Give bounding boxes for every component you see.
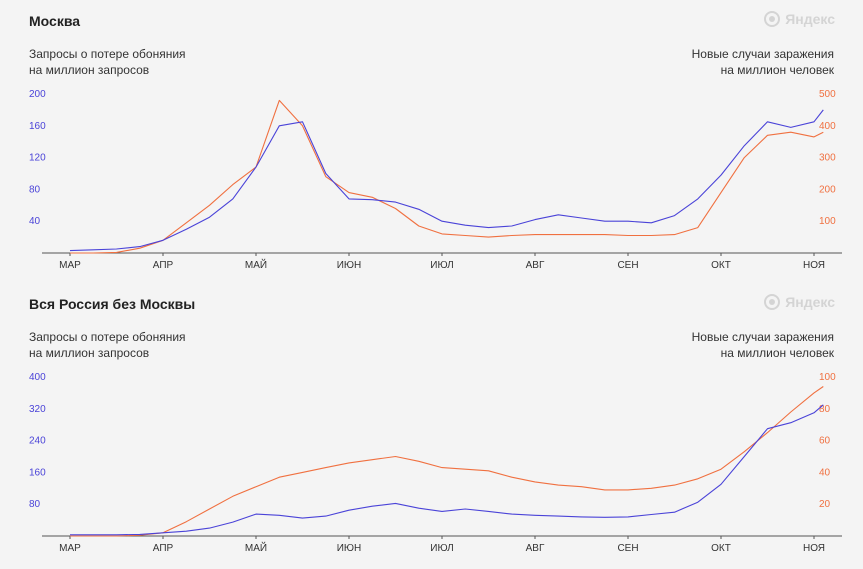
y-tick-label-right: 200	[819, 184, 836, 195]
y-tick-label-right: 400	[819, 121, 836, 132]
y-tick-label-left: 240	[29, 436, 46, 447]
y-tick-label-left: 320	[29, 404, 46, 415]
series-line-searches	[69, 109, 824, 252]
x-tick-label: СЕН	[617, 260, 638, 271]
y-tick-label-right: 80	[819, 404, 831, 415]
x-tick-label: ИЮЛ	[430, 543, 453, 554]
y-tick-label-left: 200	[29, 89, 46, 100]
x-tick-label: СЕН	[617, 543, 638, 554]
yandex-logo: Яндекс	[764, 294, 835, 310]
chart-panel-moscow: Москва Яндекс Запросы о потере обоняния …	[0, 0, 863, 284]
x-tick-label: НОЯ	[803, 260, 825, 271]
line-chart: 40 80 120 160 200 100 200 300 400 500 МАР АПР МАЙ ИЮН…	[29, 89, 842, 271]
x-tick-label: АВГ	[526, 543, 545, 554]
y-tick-label-left: 160	[29, 467, 46, 478]
y-tick-label-right: 20	[819, 499, 831, 510]
line-chart: 80 160 240 320 400 20 40 60 80 100 МАР АПР МАЙ ИЮН ИЮЛ…	[29, 372, 842, 554]
chart-title: Москва	[29, 13, 81, 29]
y-tick-label-left: 80	[29, 499, 41, 510]
y-tick-label-left: 400	[29, 372, 46, 383]
y-tick-label-right: 60	[819, 436, 831, 447]
y-tick-label-right: 300	[819, 153, 836, 164]
x-tick-label: ИЮН	[337, 260, 362, 271]
x-tick-label: ОКТ	[711, 260, 731, 271]
series-line-cases	[70, 99, 824, 254]
x-tick-label: АВГ	[526, 260, 545, 271]
right-axis-label: Новые случаи заражения на миллион челове…	[691, 330, 834, 360]
right-axis-label: Новые случаи заражения на миллион челове…	[691, 47, 834, 77]
y-tick-label-right: 100	[819, 216, 836, 227]
yandex-logo-icon	[764, 11, 781, 27]
y-tick-label-left: 40	[29, 216, 41, 227]
x-tick-label: ИЮЛ	[430, 260, 453, 271]
x-tick-label: АПР	[153, 260, 174, 271]
x-tick-label: ОКТ	[711, 543, 731, 554]
x-tick-label: ИЮН	[337, 543, 362, 554]
chart-title: Вся Россия без Москвы	[29, 296, 196, 312]
x-tick-label: МАЙ	[245, 541, 267, 554]
x-tick-label: НОЯ	[803, 543, 825, 554]
x-tick-label: МАР	[59, 543, 81, 554]
y-tick-label-right: 100	[819, 372, 836, 383]
y-tick-label-right: 40	[819, 467, 831, 478]
yandex-logo-icon	[764, 294, 781, 310]
x-tick-label: МАР	[59, 260, 81, 271]
x-tick-label: АПР	[153, 543, 174, 554]
left-axis-label: Запросы о потере обоняния на миллион зап…	[29, 330, 186, 360]
yandex-logo: Яндекс	[764, 11, 835, 27]
y-tick-label-left: 80	[29, 184, 41, 195]
series-line-cases	[70, 386, 824, 537]
x-tick-label: МАЙ	[245, 258, 267, 271]
chart-panel-russia: Вся Россия без Москвы Яндекс Запросы о п…	[0, 283, 863, 567]
series-line-searches	[70, 404, 824, 536]
y-tick-label-right: 500	[819, 89, 836, 100]
y-tick-label-left: 120	[29, 153, 46, 164]
y-tick-label-left: 160	[29, 121, 46, 132]
left-axis-label: Запросы о потере обоняния на миллион зап…	[29, 47, 186, 77]
